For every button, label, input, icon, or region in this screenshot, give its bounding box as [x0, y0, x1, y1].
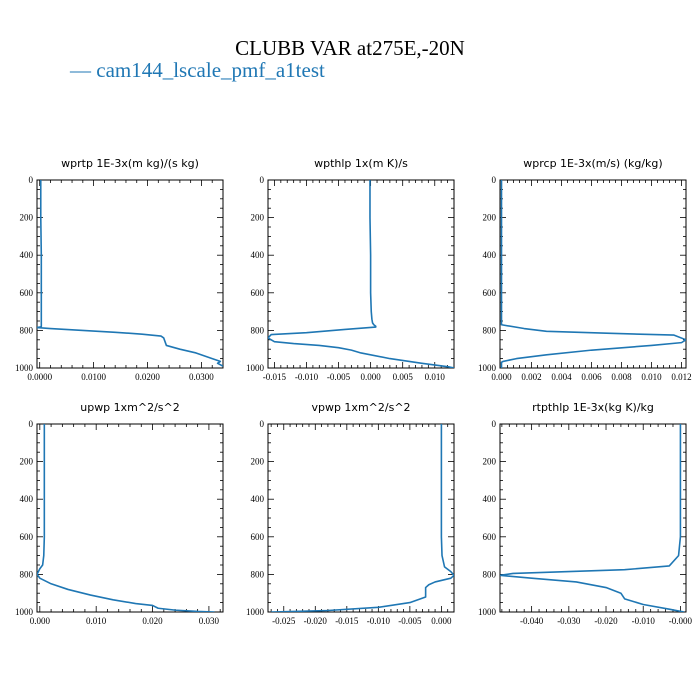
plot-title: vpwp 1xm^2/s^2 — [311, 401, 410, 414]
x-tick-label: 0.010 — [641, 372, 662, 382]
y-tick-label: 0 — [29, 175, 34, 185]
y-tick-label: 200 — [251, 213, 265, 223]
x-tick-label: 0.005 — [393, 372, 414, 382]
y-tick-label: 800 — [483, 569, 497, 579]
chart-title: CLUBB VAR at275E,-20N — [235, 36, 465, 60]
x-tick-label: 0.030 — [199, 616, 220, 626]
y-tick-label: 600 — [483, 532, 497, 542]
x-tick-label: 0.000 — [491, 372, 512, 382]
y-tick-label: 1000 — [246, 363, 265, 373]
plot-frame — [267, 423, 455, 613]
plot-title: wprtp 1E-3x(m kg)/(s kg) — [61, 157, 199, 170]
plot-title: rtpthlp 1E-3x(kg K)/kg — [532, 401, 654, 414]
x-tick-label: -0.025 — [272, 616, 296, 626]
plot-frame — [499, 179, 687, 369]
y-tick-label: 0 — [492, 419, 497, 429]
x-tick-label: 0.000 — [431, 616, 452, 626]
y-tick-label: 200 — [483, 457, 497, 467]
y-tick-label: 600 — [251, 532, 265, 542]
plot-frame — [499, 423, 687, 613]
x-tick-label: 0.020 — [142, 616, 163, 626]
y-tick-label: 400 — [251, 250, 265, 260]
y-tick-label: 600 — [251, 288, 265, 298]
x-tick-label: -0.015 — [263, 372, 287, 382]
y-tick-label: 400 — [20, 250, 34, 260]
y-tick-label: 600 — [20, 532, 34, 542]
x-tick-label: -0.010 — [632, 616, 656, 626]
x-tick-label: 0.0100 — [81, 372, 106, 382]
x-tick-label: -0.015 — [335, 616, 359, 626]
y-tick-label: 1000 — [246, 607, 265, 617]
series-line — [37, 180, 223, 367]
y-tick-label: 600 — [483, 288, 497, 298]
x-tick-label: -0.010 — [367, 616, 391, 626]
panel-5: vpwp 1xm^2/s^2 0 200 400 600 800 1000 -0.025 -0.… — [246, 401, 455, 626]
plot-title: upwp 1xm^2/s^2 — [80, 401, 180, 414]
y-tick-label: 200 — [251, 457, 265, 467]
y-tick-label: 200 — [483, 213, 497, 223]
panel-3: wprcp 1E-3x(m/s) (kg/kg) 0 200 400 600 800 100… — [478, 157, 692, 382]
series-line — [268, 180, 454, 368]
x-tick-label: 0.000 — [30, 616, 51, 626]
x-tick-label: 0.0200 — [135, 372, 160, 382]
x-tick-label: 0.000 — [360, 372, 381, 382]
y-tick-label: 800 — [20, 325, 34, 335]
x-tick-label: -0.030 — [557, 616, 581, 626]
y-tick-label: 600 — [20, 288, 34, 298]
series-line — [271, 424, 454, 612]
x-tick-label: -0.020 — [304, 616, 328, 626]
plot-frame — [36, 179, 224, 369]
x-tick-label: -0.000 — [669, 616, 693, 626]
legend-label: cam144_lscale_pmf_a1test — [96, 58, 325, 82]
y-tick-label: 1000 — [15, 363, 34, 373]
x-tick-label: 0.006 — [581, 372, 602, 382]
legend: — cam144_lscale_pmf_a1test — [70, 58, 325, 82]
plot-title: wpthlp 1x(m K)/s — [314, 157, 408, 170]
y-tick-label: 0 — [29, 419, 34, 429]
y-tick-label: 800 — [20, 569, 34, 579]
panel-1: wprtp 1E-3x(m kg)/(s kg) 0 200 400 600 800 100… — [15, 157, 224, 382]
y-tick-label: 0 — [492, 175, 497, 185]
y-tick-label: 800 — [251, 325, 265, 335]
series-line — [500, 424, 685, 612]
y-tick-label: 400 — [251, 494, 265, 504]
y-tick-label: 800 — [251, 569, 265, 579]
x-tick-label: -0.020 — [594, 616, 618, 626]
x-tick-label: 0.0000 — [27, 372, 52, 382]
x-tick-label: 0.010 — [86, 616, 107, 626]
x-tick-label: 0.0300 — [189, 372, 214, 382]
y-tick-label: 1000 — [478, 363, 497, 373]
x-tick-label: -0.005 — [327, 372, 351, 382]
plot-title: wprcp 1E-3x(m/s) (kg/kg) — [523, 157, 662, 170]
x-tick-label: -0.005 — [398, 616, 422, 626]
plot-frame — [36, 423, 224, 613]
y-tick-label: 400 — [483, 494, 497, 504]
y-tick-label: 1000 — [478, 607, 497, 617]
x-tick-label: -0.040 — [520, 616, 544, 626]
y-tick-label: 400 — [483, 250, 497, 260]
series-line — [500, 180, 686, 368]
panel-6: rtpthlp 1E-3x(kg K)/kg 0 200 400 600 800 1000 -… — [478, 401, 693, 626]
x-tick-label: 0.008 — [611, 372, 632, 382]
y-tick-label: 0 — [260, 419, 265, 429]
x-tick-label: 0.002 — [521, 372, 541, 382]
y-tick-label: 200 — [20, 457, 34, 467]
series-line — [37, 424, 215, 612]
x-tick-label: 0.010 — [425, 372, 446, 382]
y-tick-label: 1000 — [15, 607, 34, 617]
y-tick-label: 800 — [483, 325, 497, 335]
x-tick-label: -0.010 — [295, 372, 319, 382]
y-tick-label: 400 — [20, 494, 34, 504]
x-tick-label: 0.004 — [551, 372, 572, 382]
y-tick-label: 200 — [20, 213, 34, 223]
plot-frame — [267, 179, 455, 369]
panel-2: wpthlp 1x(m K)/s02004006008001000-0.015-… — [246, 157, 455, 382]
x-tick-label: 0.012 — [671, 372, 691, 382]
y-tick-label: 0 — [260, 175, 265, 185]
